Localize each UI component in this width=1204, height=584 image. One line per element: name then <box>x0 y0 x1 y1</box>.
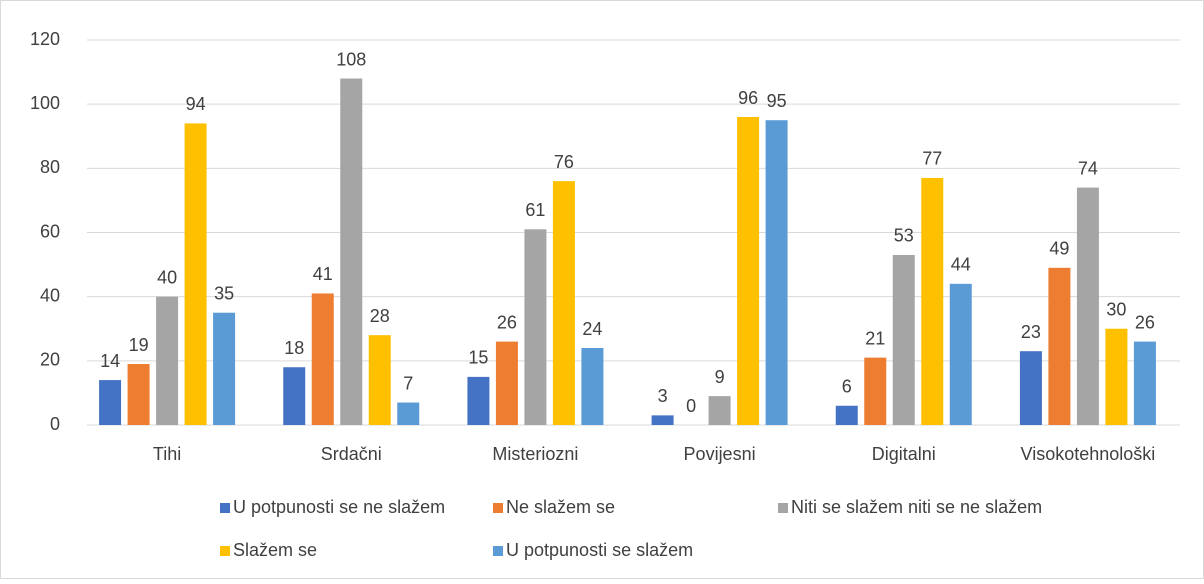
data-label: 23 <box>1021 322 1041 342</box>
y-tick-label: 80 <box>40 157 60 177</box>
bar <box>99 380 122 425</box>
bar <box>213 312 236 425</box>
bar <box>864 357 887 425</box>
data-label: 26 <box>1135 312 1155 332</box>
bar <box>921 177 944 425</box>
bar <box>127 364 150 425</box>
x-tick-label: Misteriozni <box>492 444 578 464</box>
bar <box>368 335 391 425</box>
legend-swatch <box>493 546 503 556</box>
data-label: 53 <box>894 226 914 246</box>
bar <box>765 120 788 425</box>
data-label: 95 <box>767 91 787 111</box>
data-label: 74 <box>1078 158 1098 178</box>
data-label: 3 <box>658 386 668 406</box>
bar <box>283 367 306 425</box>
y-tick-label: 20 <box>40 350 60 370</box>
data-label: 15 <box>468 348 488 368</box>
bar <box>892 254 915 425</box>
data-label: 61 <box>525 200 545 220</box>
data-label: 77 <box>922 149 942 169</box>
x-tick-label: Povijesni <box>684 444 756 464</box>
legend-label: U potpunosti se slažem <box>506 540 693 560</box>
bar <box>552 181 575 425</box>
data-label: 26 <box>497 312 517 332</box>
data-label: 24 <box>582 319 602 339</box>
data-label: 35 <box>214 283 234 303</box>
data-label: 6 <box>842 377 852 397</box>
data-label: 7 <box>403 373 413 393</box>
legend-label: Slažem se <box>233 540 317 560</box>
y-tick-label: 0 <box>50 414 60 434</box>
data-label: 94 <box>186 94 206 114</box>
bar <box>651 415 674 425</box>
data-label: 76 <box>554 152 574 172</box>
data-label: 108 <box>336 49 366 69</box>
data-label: 28 <box>370 306 390 326</box>
legend-swatch <box>220 503 230 513</box>
x-tick-label: Digitalni <box>872 444 936 464</box>
data-label: 96 <box>738 88 758 108</box>
y-tick-label: 40 <box>40 285 60 305</box>
data-label: 14 <box>100 351 120 371</box>
legend-swatch <box>493 503 503 513</box>
x-tick-label: Srdačni <box>321 444 382 464</box>
data-label: 21 <box>865 328 885 348</box>
x-tick-label: Tihi <box>153 444 181 464</box>
data-label: 0 <box>686 396 696 416</box>
legend-label: U potpunosti se ne slažem <box>233 497 445 517</box>
bar <box>949 283 972 425</box>
bar <box>835 405 858 425</box>
data-label: 40 <box>157 267 177 287</box>
bar <box>156 296 179 425</box>
y-tick-label: 100 <box>30 93 60 113</box>
x-tick-label: Visokotehnološki <box>1021 444 1156 464</box>
data-label: 41 <box>313 264 333 284</box>
data-label: 44 <box>951 255 971 275</box>
data-label: 19 <box>129 335 149 355</box>
data-label: 30 <box>1106 300 1126 320</box>
bar <box>737 117 760 425</box>
bar <box>1019 351 1042 425</box>
legend-swatch <box>220 546 230 556</box>
bar <box>524 229 547 425</box>
data-label: 18 <box>284 338 304 358</box>
legend-swatch <box>778 503 788 513</box>
bar <box>708 396 731 425</box>
legend-label: Niti se slažem niti se ne slažem <box>791 497 1042 517</box>
bar <box>397 402 420 425</box>
bar <box>340 78 363 425</box>
y-tick-label: 60 <box>40 221 60 241</box>
bar <box>1105 328 1128 425</box>
data-label: 9 <box>715 367 725 387</box>
data-label: 49 <box>1049 239 1069 259</box>
legend-label: Ne slažem se <box>506 497 615 517</box>
bar <box>1076 187 1099 425</box>
bar <box>184 123 207 426</box>
bar <box>467 376 490 425</box>
y-tick-label: 120 <box>30 29 60 49</box>
bar <box>311 293 334 425</box>
bar <box>581 348 604 425</box>
bar <box>1133 341 1156 425</box>
bar <box>495 341 518 425</box>
bar <box>1048 267 1071 425</box>
